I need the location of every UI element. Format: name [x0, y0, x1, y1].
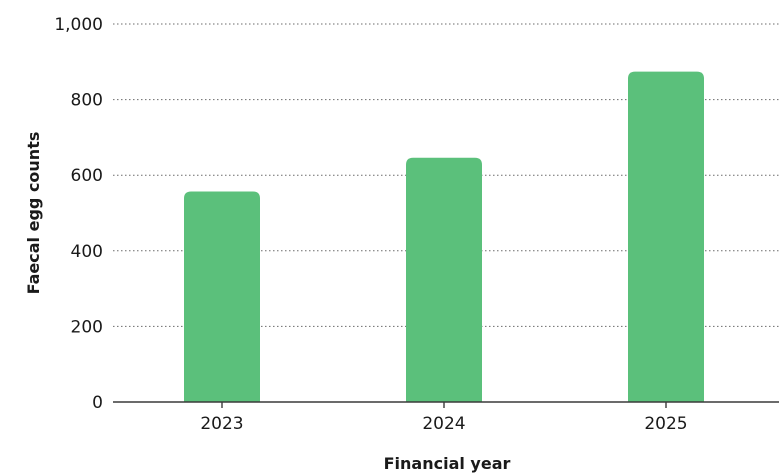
- bar-2023: [184, 191, 260, 402]
- x-axis-title: Financial year: [384, 454, 511, 473]
- bar-2024: [406, 157, 482, 402]
- y-tick-label: 600: [71, 166, 103, 186]
- x-tick-label: 2024: [422, 414, 465, 434]
- x-tick-label: 2023: [200, 414, 243, 434]
- y-tick-label: 200: [71, 317, 103, 337]
- x-axis-ticks: 2023 2024 2025: [200, 402, 688, 434]
- bar-2025: [628, 71, 704, 403]
- y-tick-label: 0: [92, 393, 103, 413]
- y-tick-label: 800: [71, 91, 103, 111]
- y-tick-label: 400: [71, 242, 103, 262]
- x-tick-label: 2025: [644, 414, 687, 434]
- bars: [184, 71, 704, 403]
- y-axis-title: Faecal egg counts: [24, 132, 43, 295]
- y-axis-ticks: 0 200 400 600 800 1,000: [54, 15, 103, 413]
- y-tick-label: 1,000: [54, 15, 103, 35]
